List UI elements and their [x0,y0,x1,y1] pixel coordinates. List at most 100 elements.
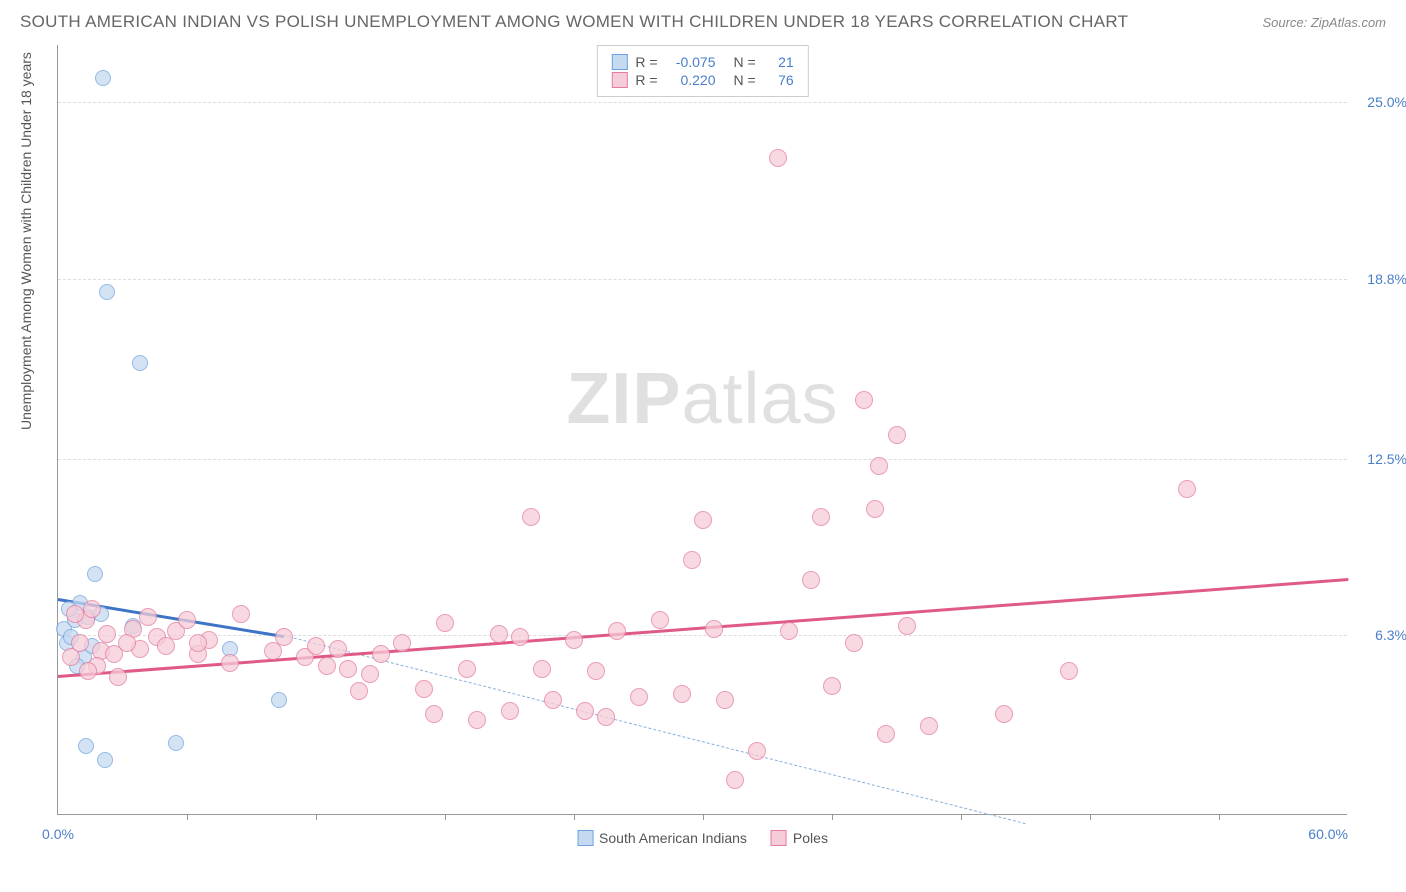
data-point [132,355,148,371]
data-point [83,600,101,618]
data-point [726,771,744,789]
data-point [522,508,540,526]
x-tick-label: 0.0% [42,826,74,842]
data-point [898,617,916,635]
gridline [58,459,1347,460]
data-point [271,692,287,708]
data-point [468,711,486,729]
data-point [845,634,863,652]
data-point [221,654,239,672]
legend-n-label: N = [734,72,756,88]
data-point [870,457,888,475]
y-tick-label: 12.5% [1357,451,1406,467]
data-point [1060,662,1078,680]
data-point [329,640,347,658]
legend-stat-row: R =-0.075N =21 [611,54,793,70]
data-point [490,625,508,643]
legend-n-value: 21 [764,54,794,70]
chart-title: SOUTH AMERICAN INDIAN VS POLISH UNEMPLOY… [20,12,1128,32]
data-point [630,688,648,706]
data-point [877,725,895,743]
x-tick [445,814,446,820]
data-point [189,634,207,652]
y-axis-label: Unemployment Among Women with Children U… [18,52,34,430]
data-point [608,622,626,640]
watermark: ZIPatlas [566,358,838,440]
data-point [705,620,723,638]
data-point [651,611,669,629]
data-point [888,426,906,444]
data-point [812,508,830,526]
data-point [139,608,157,626]
data-point [533,660,551,678]
data-point [1178,480,1196,498]
legend-swatch [611,72,627,88]
legend-series-label: South American Indians [599,830,747,846]
data-point [393,634,411,652]
x-tick [574,814,575,820]
data-point [109,668,127,686]
data-point [318,657,336,675]
data-point [232,605,250,623]
gridline [58,279,1347,280]
data-point [78,738,94,754]
source-attribution: Source: ZipAtlas.com [1262,15,1386,30]
data-point [87,566,103,582]
data-point [95,70,111,86]
legend-n-label: N = [734,54,756,70]
data-point [501,702,519,720]
data-point [597,708,615,726]
data-point [168,735,184,751]
legend-swatch [577,830,593,846]
x-tick-label: 60.0% [1308,826,1348,842]
data-point [79,662,97,680]
data-point [458,660,476,678]
data-point [866,500,884,518]
data-point [66,605,84,623]
x-tick [961,814,962,820]
x-tick [316,814,317,820]
x-tick [832,814,833,820]
data-point [920,717,938,735]
data-point [178,611,196,629]
data-point [99,284,115,300]
data-point [565,631,583,649]
y-tick-label: 25.0% [1357,94,1406,110]
legend-r-label: R = [635,54,657,70]
trend-line [58,578,1348,677]
data-point [823,677,841,695]
data-point [350,682,368,700]
legend-r-value: 0.220 [666,72,716,88]
data-point [694,511,712,529]
data-point [71,634,89,652]
y-tick-label: 18.8% [1357,271,1406,287]
data-point [97,752,113,768]
data-point [855,391,873,409]
data-point [544,691,562,709]
data-point [576,702,594,720]
data-point [995,705,1013,723]
data-point [748,742,766,760]
gridline [58,102,1347,103]
legend-swatch [771,830,787,846]
data-point [425,705,443,723]
data-point [361,665,379,683]
data-point [339,660,357,678]
data-point [802,571,820,589]
legend-swatch [611,54,627,70]
x-tick [1090,814,1091,820]
y-tick-label: 6.3% [1357,627,1406,643]
data-point [415,680,433,698]
data-point [511,628,529,646]
data-point [118,634,136,652]
data-point [372,645,390,663]
x-tick [187,814,188,820]
data-point [673,685,691,703]
data-point [716,691,734,709]
x-tick [703,814,704,820]
legend-r-label: R = [635,72,657,88]
legend-stat-row: R =0.220N =76 [611,72,793,88]
data-point [587,662,605,680]
legend-series-item: South American Indians [577,830,747,846]
gridline [58,635,1347,636]
